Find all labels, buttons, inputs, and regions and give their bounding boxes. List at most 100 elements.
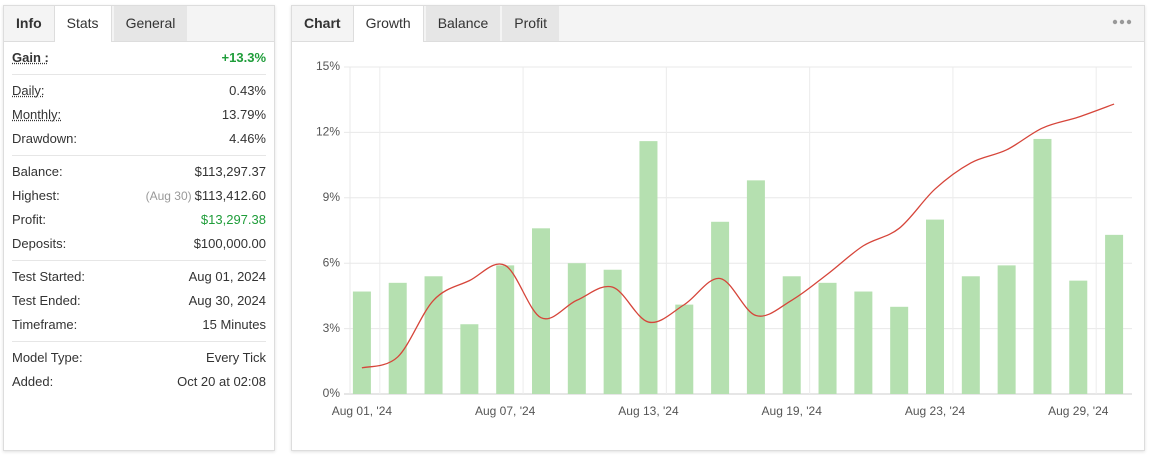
stats-list: Gain : +13.3% Daily: 0.43% Monthly: 13.79% Dra… bbox=[4, 42, 274, 398]
stat-value-wrap: $113,297.37 bbox=[195, 160, 266, 184]
stat-value: $100,000.00 bbox=[193, 236, 266, 251]
stat-value-wrap: Aug 01, 2024 bbox=[189, 265, 266, 289]
bar bbox=[997, 265, 1016, 394]
stats-row: Monthly: 13.79% bbox=[12, 103, 266, 127]
stats-row: Test Started: Aug 01, 2024 bbox=[12, 265, 266, 289]
stat-label: Highest: bbox=[12, 188, 60, 203]
stats-row: Gain : +13.3% bbox=[12, 46, 266, 70]
stats-row: Daily: 0.43% bbox=[12, 79, 266, 103]
tab-bar: Chart Growth Balance Profit bbox=[292, 6, 1144, 42]
stat-value: Aug 30, 2024 bbox=[188, 293, 266, 308]
stats-row: Test Ended: Aug 30, 2024 bbox=[12, 289, 266, 313]
y-tick-label: 3% bbox=[323, 321, 341, 335]
bar bbox=[961, 276, 980, 394]
stat-value-wrap: 0.43% bbox=[229, 79, 266, 103]
stats-section: Gain : +13.3% bbox=[12, 42, 266, 75]
bar bbox=[460, 324, 479, 394]
bar bbox=[818, 282, 837, 394]
tab[interactable]: Profit bbox=[502, 6, 559, 41]
stats-row: Profit: $13,297.38 bbox=[12, 208, 266, 232]
stats-section: Test Started: Aug 01, 2024 Test Ended: Aug … bbox=[12, 261, 266, 342]
stat-value-wrap: 13.79% bbox=[222, 103, 266, 127]
stats-section: Daily: 0.43% Monthly: 13.79% Drawdown: 4.46% bbox=[12, 75, 266, 156]
stat-value: 15 Minutes bbox=[202, 317, 266, 332]
stat-value: +13.3% bbox=[221, 50, 266, 65]
stat-value: 13.79% bbox=[221, 107, 266, 122]
bar bbox=[890, 306, 909, 394]
bar bbox=[782, 276, 801, 394]
stats-row: Added: Oct 20 at 02:08 bbox=[12, 370, 266, 394]
bar bbox=[854, 291, 873, 394]
bar bbox=[567, 263, 586, 394]
bar bbox=[532, 228, 550, 394]
stat-label: Deposits: bbox=[12, 236, 67, 251]
stat-label: Model Type: bbox=[12, 350, 83, 365]
more-icon[interactable] bbox=[1112, 18, 1132, 26]
stat-value: 0.43% bbox=[229, 83, 266, 98]
stats-row: Balance: $113,297.37 bbox=[12, 160, 266, 184]
stat-label: Balance: bbox=[12, 164, 63, 179]
stat-value: $113,412.60 bbox=[194, 188, 266, 203]
bar bbox=[711, 221, 730, 394]
y-tick-label: 6% bbox=[323, 255, 341, 269]
tab-bar: Info Stats General bbox=[4, 6, 274, 42]
stat-value: Every Tick bbox=[206, 350, 266, 365]
stat-value-wrap: 4.46% bbox=[229, 127, 266, 151]
y-tick-label: 9% bbox=[323, 190, 341, 204]
tab[interactable]: Chart bbox=[304, 15, 341, 31]
tab[interactable]: Balance bbox=[425, 6, 501, 41]
stats-row: Timeframe: 15 Minutes bbox=[12, 313, 266, 337]
x-tick-label: Aug 19, '24 bbox=[762, 404, 823, 418]
stat-value: $113,297.37 bbox=[194, 164, 266, 179]
stats-row: Highest: (Aug 30) $113,412.60 bbox=[12, 184, 266, 208]
stat-label: Profit: bbox=[12, 212, 46, 227]
stat-label: Daily: bbox=[12, 83, 45, 98]
bar bbox=[639, 141, 658, 394]
bar bbox=[388, 282, 407, 394]
stat-label: Gain : bbox=[12, 50, 49, 65]
stat-note: (Aug 30) bbox=[145, 189, 192, 203]
x-tick-label: Aug 29, '24 bbox=[1048, 404, 1109, 418]
bar bbox=[1033, 138, 1052, 394]
stat-value-wrap: 15 Minutes bbox=[202, 313, 266, 337]
x-tick-label: Aug 01, '24 bbox=[332, 404, 393, 418]
stat-value: Aug 01, 2024 bbox=[188, 269, 266, 284]
stats-panel: Info Stats General Gain : +13.3% Daily: 0.43%… bbox=[3, 5, 275, 451]
stat-label: Added: bbox=[12, 374, 54, 389]
bar bbox=[675, 304, 694, 394]
x-tick-label: Aug 07, '24 bbox=[475, 404, 536, 418]
stat-value-wrap: Aug 30, 2024 bbox=[189, 289, 266, 313]
stat-value: $13,297.38 bbox=[200, 212, 266, 227]
bar bbox=[603, 269, 622, 394]
stats-row: Model Type: Every Tick bbox=[12, 346, 266, 370]
stats-section: Balance: $113,297.37 Highest: (Aug 30) $113,… bbox=[12, 156, 266, 261]
bar bbox=[496, 265, 515, 394]
stat-label: Timeframe: bbox=[12, 317, 78, 332]
stat-value: 4.46% bbox=[229, 131, 266, 146]
stat-label: Test Started: bbox=[12, 269, 85, 284]
stat-label: Drawdown: bbox=[12, 131, 78, 146]
stat-value-wrap: (Aug 30) $113,412.60 bbox=[146, 184, 266, 208]
tab[interactable]: Stats bbox=[53, 6, 112, 42]
stat-value-wrap: Every Tick bbox=[206, 346, 266, 370]
y-tick-label: 12% bbox=[316, 125, 340, 139]
stat-value: Oct 20 at 02:08 bbox=[177, 374, 266, 389]
y-tick-label: 0% bbox=[323, 386, 341, 400]
tab[interactable]: General bbox=[113, 6, 188, 41]
stats-row: Drawdown: 4.46% bbox=[12, 127, 266, 151]
stats-row: Deposits: $100,000.00 bbox=[12, 232, 266, 256]
stat-label: Test Ended: bbox=[12, 293, 81, 308]
y-tick-label: 15% bbox=[316, 59, 340, 73]
bar bbox=[746, 180, 765, 394]
x-tick-label: Aug 13, '24 bbox=[618, 404, 679, 418]
growth-line bbox=[361, 103, 1115, 369]
bar bbox=[352, 291, 371, 394]
stat-value-wrap: $13,297.38 bbox=[201, 208, 266, 232]
stat-label: Monthly: bbox=[12, 107, 62, 122]
stat-value-wrap: +13.3% bbox=[222, 46, 266, 70]
tab[interactable]: Growth bbox=[352, 6, 424, 42]
tab[interactable]: Info bbox=[16, 15, 42, 31]
stat-value-wrap: Oct 20 at 02:08 bbox=[177, 370, 266, 394]
bar bbox=[1105, 234, 1124, 394]
